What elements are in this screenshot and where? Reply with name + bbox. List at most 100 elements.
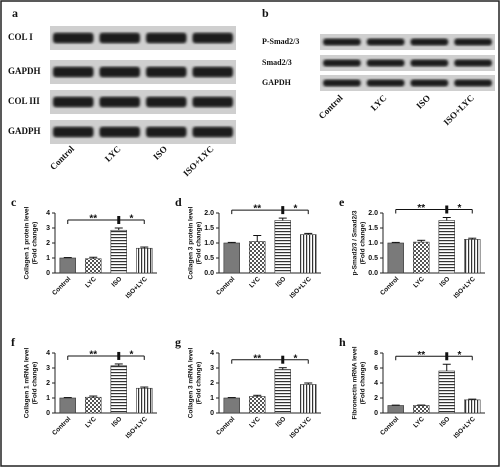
blot-band xyxy=(454,79,492,87)
sig-annotation: ** xyxy=(253,353,261,364)
panel-letter: b xyxy=(262,6,269,20)
y-tick-label: 4 xyxy=(374,380,378,387)
blot-strip xyxy=(320,55,495,71)
blot-lane-label: ISO xyxy=(414,93,432,111)
blot-band xyxy=(454,59,492,67)
blot-band xyxy=(366,79,405,87)
blot-band xyxy=(323,59,361,67)
blot-band xyxy=(99,66,140,78)
blot-row-label: P-Smad2/3 xyxy=(262,37,299,46)
panel-letter: d xyxy=(175,195,182,209)
x-tick-label: Control xyxy=(215,276,236,297)
blot-band xyxy=(146,96,187,108)
y-tick-label: 2 xyxy=(46,380,50,387)
blot-lane-label: ISO xyxy=(151,144,169,162)
bar xyxy=(464,399,481,414)
bar xyxy=(464,239,481,274)
x-tick-label: ISO xyxy=(439,276,452,289)
blot-band xyxy=(323,79,361,87)
y-axis-label: (Fold change) xyxy=(32,362,39,405)
y-axis-label: Collagen 3 mRNA level xyxy=(188,348,195,419)
blot-band xyxy=(146,66,187,78)
y-tick-label: 1 xyxy=(46,395,50,402)
y-axis-label: (Fold change) xyxy=(196,362,203,405)
blot-row-label: GAPDH xyxy=(8,66,41,76)
blot-lane-label: LYC xyxy=(103,144,123,164)
blot-band xyxy=(323,38,361,46)
y-axis-label: Fibronectin mRNA level xyxy=(352,346,359,419)
blot-row-label: COL I xyxy=(8,32,33,42)
blot-band xyxy=(410,79,449,87)
y-axis-label: (Fold change) xyxy=(360,362,367,405)
blot-band xyxy=(99,32,140,44)
y-tick-label: 2 xyxy=(374,395,378,402)
blot-band xyxy=(146,32,187,44)
x-tick-label: LYC xyxy=(84,415,98,429)
panel-letter: e xyxy=(339,195,345,209)
sig-divider xyxy=(117,216,121,224)
x-tick-label: Control xyxy=(379,276,400,297)
panel-letter: g xyxy=(175,335,181,349)
sig-annotation: ** xyxy=(253,204,261,215)
x-tick-label: ISO xyxy=(111,416,124,429)
bar xyxy=(438,220,455,274)
x-tick-label: ISO xyxy=(275,276,288,289)
x-tick-label: ISO+LYC xyxy=(453,415,478,440)
y-tick-label: 1 xyxy=(46,255,50,262)
y-tick-label: 8 xyxy=(374,350,378,357)
y-tick-label: 0 xyxy=(374,410,378,417)
y-tick-label: 1.0 xyxy=(204,240,214,247)
sig-annotation: * xyxy=(458,350,462,361)
blot-band xyxy=(53,32,94,44)
blot-strip xyxy=(320,34,495,50)
blot-lane-label: ISO+LYC xyxy=(441,93,476,128)
y-axis-label: Collagen 3 protein level xyxy=(188,206,195,279)
bar xyxy=(413,405,430,414)
blot-band xyxy=(99,126,140,138)
blot-band xyxy=(366,59,405,67)
bar xyxy=(85,396,102,414)
panel-letter: h xyxy=(339,335,346,349)
x-tick-label: LYC xyxy=(84,275,98,289)
y-tick-label: 4 xyxy=(46,210,50,217)
blot-row-label: Smad2/3 xyxy=(262,58,292,67)
y-tick-label: 4 xyxy=(210,350,214,357)
x-tick-label: Control xyxy=(215,416,236,437)
y-tick-label: 0 xyxy=(46,410,50,417)
x-tick-label: LYC xyxy=(248,275,262,289)
blot-band xyxy=(53,126,94,138)
bar xyxy=(59,257,76,274)
bar xyxy=(300,234,317,274)
sig-annotation: * xyxy=(130,214,134,225)
y-tick-label: 2.0 xyxy=(368,210,378,217)
panel-letter: c xyxy=(11,195,17,209)
blot-band xyxy=(366,38,405,46)
x-tick-label: Control xyxy=(51,416,72,437)
y-tick-label: 3 xyxy=(46,365,50,372)
bar xyxy=(110,365,127,414)
y-axis-label: (Fold change) xyxy=(360,222,367,265)
sig-divider xyxy=(445,205,449,214)
bar xyxy=(387,405,404,414)
x-tick-label: ISO+LYC xyxy=(125,415,150,440)
y-tick-label: 3 xyxy=(46,225,50,232)
sig-annotation: * xyxy=(458,203,462,214)
y-tick-label: 6 xyxy=(374,365,378,372)
x-tick-label: LYC xyxy=(412,275,426,289)
y-axis-label: Collagen 1 mRNA level xyxy=(24,348,31,419)
x-tick-label: ISO+LYC xyxy=(289,415,314,440)
x-tick-label: Control xyxy=(379,416,400,437)
blot-row-label: GAPDH xyxy=(262,78,292,87)
bar xyxy=(223,397,240,414)
y-axis-label: (Fold change) xyxy=(196,222,203,265)
x-tick-label: ISO+LYC xyxy=(289,275,314,300)
y-tick-label: 0.5 xyxy=(368,255,378,262)
y-tick-label: 2.0 xyxy=(204,210,214,217)
y-tick-label: 3 xyxy=(210,365,214,372)
y-tick-label: 1 xyxy=(210,395,214,402)
sig-annotation: ** xyxy=(417,350,425,361)
x-tick-label: Control xyxy=(51,276,72,297)
bar xyxy=(136,247,153,274)
